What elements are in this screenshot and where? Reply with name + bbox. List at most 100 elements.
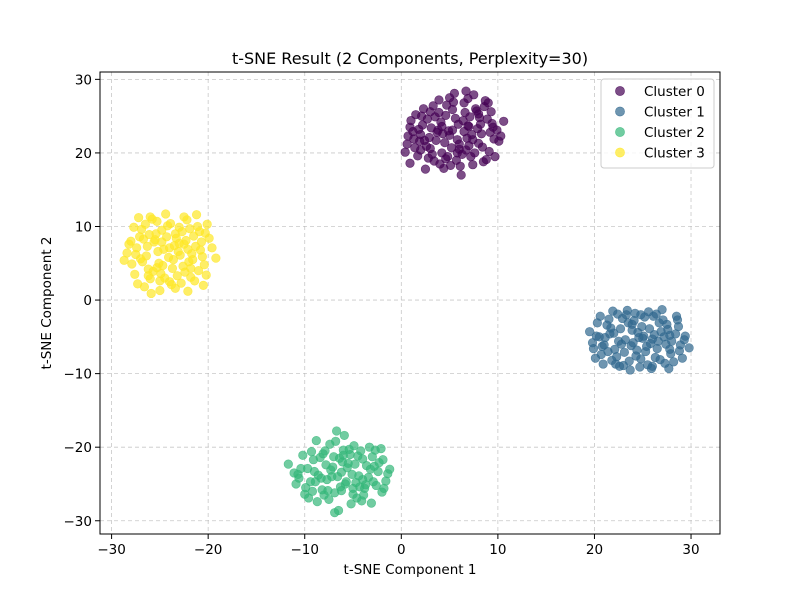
data-point — [129, 222, 139, 232]
data-point — [621, 310, 631, 320]
data-point — [119, 255, 129, 265]
data-point — [441, 154, 451, 164]
data-point — [445, 93, 455, 103]
data-point — [318, 449, 328, 459]
data-point — [325, 439, 335, 449]
data-point — [624, 356, 634, 366]
data-point — [293, 469, 303, 480]
data-point — [627, 319, 637, 329]
data-point — [434, 95, 444, 105]
data-point — [176, 278, 186, 288]
data-point — [348, 483, 358, 493]
data-point — [665, 330, 675, 340]
data-point — [400, 147, 410, 157]
data-point — [367, 452, 377, 462]
x-tick-label: 20 — [586, 542, 603, 558]
data-point — [463, 93, 473, 104]
data-point — [435, 159, 445, 169]
data-point — [358, 474, 368, 485]
legend-label: Cluster 2 — [644, 125, 705, 141]
data-point — [144, 229, 154, 240]
data-point — [192, 221, 203, 232]
data-point — [167, 263, 178, 274]
legend-marker — [615, 106, 625, 117]
data-point — [134, 213, 144, 223]
data-point — [635, 362, 645, 372]
data-point — [598, 359, 608, 369]
series-3 — [119, 209, 221, 299]
data-point — [369, 461, 379, 471]
data-point — [606, 323, 616, 333]
data-point — [130, 269, 140, 279]
data-point — [496, 131, 506, 141]
data-point — [185, 224, 195, 234]
data-point — [459, 126, 469, 137]
data-point — [168, 255, 178, 265]
data-point — [486, 107, 496, 117]
data-point — [410, 143, 420, 153]
data-point — [378, 455, 388, 465]
data-point — [376, 444, 386, 454]
data-point — [137, 257, 148, 267]
data-point — [425, 143, 435, 154]
data-point — [664, 363, 674, 374]
y-tick-label: −10 — [64, 367, 93, 383]
y-tick-label: −20 — [64, 440, 93, 456]
y-axis-label: t-SNE Component 2 — [39, 237, 55, 370]
data-point — [447, 125, 458, 135]
data-point — [142, 241, 152, 251]
data-point — [658, 315, 668, 325]
data-point — [437, 121, 447, 132]
legend-marker — [615, 147, 625, 158]
data-point — [616, 339, 627, 349]
data-point — [368, 477, 378, 487]
data-point — [655, 355, 665, 365]
data-point — [332, 426, 342, 436]
data-point — [140, 219, 150, 229]
x-tick-label: −20 — [194, 542, 223, 558]
data-point — [307, 486, 318, 496]
y-tick-label: 10 — [75, 219, 92, 235]
data-point — [191, 241, 201, 251]
series-2 — [283, 426, 395, 518]
data-point — [413, 151, 423, 161]
data-point — [330, 508, 340, 518]
data-point — [641, 341, 652, 352]
data-point — [595, 311, 605, 321]
data-point — [679, 335, 689, 345]
data-point — [628, 338, 638, 348]
data-point — [406, 115, 416, 126]
data-point — [163, 221, 173, 231]
data-point — [127, 259, 137, 269]
data-point — [647, 334, 658, 344]
legend-marker — [615, 86, 625, 96]
data-point — [197, 252, 207, 262]
data-point — [336, 486, 347, 496]
data-point — [615, 324, 626, 334]
data-point — [344, 444, 354, 455]
legend-marker — [615, 127, 625, 137]
data-point — [604, 314, 614, 324]
grid-lines — [100, 72, 720, 534]
data-point — [420, 164, 431, 174]
data-point — [204, 233, 214, 243]
data-point — [499, 116, 509, 126]
data-point — [364, 442, 375, 452]
y-tick-label: −30 — [64, 514, 93, 530]
data-point — [303, 463, 313, 474]
plot-frame — [99, 71, 721, 535]
data-point — [135, 232, 145, 242]
data-point — [440, 138, 450, 148]
y-tick-label: 20 — [75, 146, 92, 162]
data-point — [312, 497, 322, 507]
data-point — [468, 135, 478, 145]
data-point — [470, 148, 480, 158]
data-points — [119, 86, 694, 518]
data-point — [339, 430, 349, 441]
data-point — [446, 143, 457, 153]
data-point — [353, 451, 363, 461]
data-point — [186, 263, 196, 274]
data-point — [597, 341, 607, 352]
